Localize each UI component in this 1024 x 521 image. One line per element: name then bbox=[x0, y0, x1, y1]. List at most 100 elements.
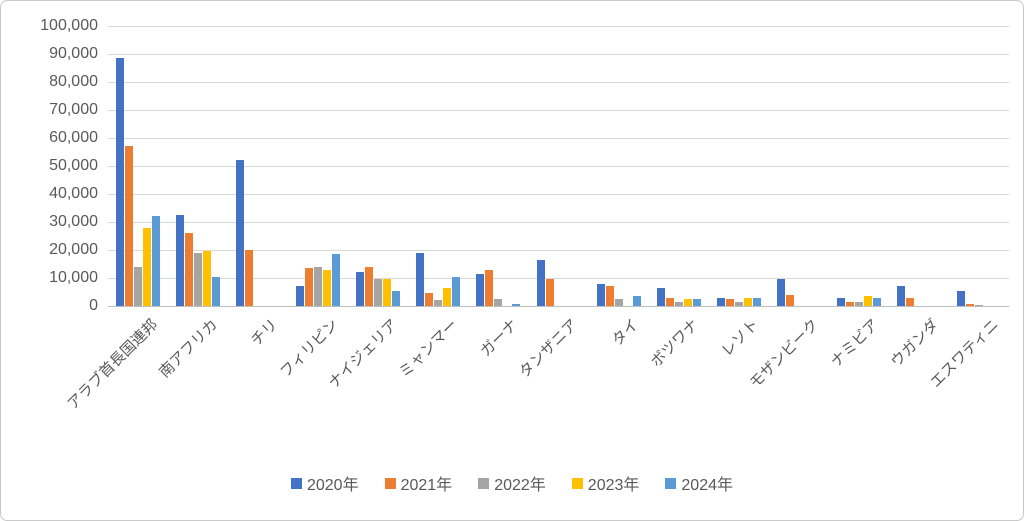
bar-2024年-ボツワナ bbox=[692, 299, 701, 306]
legend-item: 2021年 bbox=[384, 471, 453, 495]
x-category-label: 南アフリカ bbox=[156, 316, 222, 382]
legend: 2020年 2021年 2022年 2023年 2024年 bbox=[1, 471, 1023, 495]
bar-2024年-レソト bbox=[752, 297, 761, 306]
bar-2021年-南アフリカ bbox=[185, 233, 194, 306]
bar-2021年-レソト bbox=[725, 299, 734, 306]
legend-label: 2022年 bbox=[494, 477, 546, 494]
bar-2022年-ナミビア bbox=[854, 301, 863, 306]
bar-2021年-フィリピン bbox=[305, 268, 314, 306]
y-tick-label: 80,000 bbox=[49, 73, 98, 90]
bar-2021年-ガーナ bbox=[485, 269, 494, 306]
x-category-label: ガーナ bbox=[477, 316, 522, 360]
bar-2021年-ボツワナ bbox=[665, 297, 674, 306]
bar-2023年-ミャンマー bbox=[443, 287, 452, 306]
bar-2024年-フィリピン bbox=[332, 254, 341, 306]
bar-2021年-チリ bbox=[245, 250, 254, 306]
y-tick-label: 60,000 bbox=[49, 129, 98, 146]
bar-2021年-タンザニア bbox=[545, 279, 554, 306]
bar-2023年-ナイジェリア bbox=[383, 279, 392, 306]
bar-2020年-モザンビーク bbox=[776, 279, 785, 306]
bar-2024年-アラブ首長国連邦 bbox=[152, 216, 161, 306]
legend-swatch-icon bbox=[571, 477, 583, 489]
x-category-label: アラブ首長国連邦 bbox=[64, 316, 162, 414]
x-category-label: ウガンダ bbox=[887, 316, 943, 371]
bar-2022年-レソト bbox=[734, 301, 743, 306]
bar-2024年-ミャンマー bbox=[452, 276, 461, 306]
y-tick-label: 70,000 bbox=[49, 101, 98, 118]
bar-2022年-ボツワナ bbox=[674, 301, 683, 306]
y-grid-line bbox=[108, 82, 1009, 83]
legend-swatch-icon bbox=[384, 477, 396, 489]
y-grid-line bbox=[108, 250, 1009, 251]
bar-2024年-ナイジェリア bbox=[392, 290, 401, 306]
bar-2023年-アラブ首長国連邦 bbox=[143, 227, 152, 306]
y-tick-label: 90,000 bbox=[49, 45, 98, 62]
legend-swatch-icon bbox=[290, 477, 302, 489]
bar-2021年-ナミビア bbox=[845, 301, 854, 306]
legend-item: 2024年 bbox=[665, 471, 733, 495]
legend-item: 2022年 bbox=[478, 471, 546, 495]
bar-2023年-ナミビア bbox=[863, 296, 872, 306]
y-tick-label: 0 bbox=[89, 297, 98, 314]
x-category-label: タンザニア bbox=[516, 316, 582, 382]
x-category-label: ミャンマー bbox=[396, 316, 462, 382]
x-category-label: チリ bbox=[248, 316, 282, 350]
y-grid-line bbox=[108, 278, 1009, 279]
y-grid-line bbox=[108, 54, 1009, 55]
bar-2020年-レソト bbox=[716, 297, 725, 306]
x-category-label: タイ bbox=[608, 316, 642, 350]
y-tick-label: 10,000 bbox=[49, 269, 98, 286]
legend-item: 2023年 bbox=[571, 471, 640, 495]
bar-2020年-ミャンマー bbox=[416, 252, 425, 306]
legend-label: 2024年 bbox=[681, 477, 734, 494]
bar-2023年-フィリピン bbox=[323, 269, 332, 306]
bar-2021年-モザンビーク bbox=[785, 294, 794, 306]
bar-2020年-フィリピン bbox=[296, 286, 305, 306]
legend-item: 2020年 bbox=[290, 471, 359, 495]
y-grid-line bbox=[108, 222, 1009, 223]
bar-2020年-ガーナ bbox=[476, 273, 485, 306]
bar-2022年-タイ bbox=[614, 299, 623, 306]
bar-2024年-ナミビア bbox=[872, 297, 881, 306]
bar-2020年-エスワティニ bbox=[956, 290, 965, 306]
bar-2021年-エスワティニ bbox=[965, 303, 974, 306]
y-tick-label: 20,000 bbox=[49, 241, 98, 258]
bar-2020年-タイ bbox=[596, 283, 605, 306]
legend-label: 2020年 bbox=[306, 477, 359, 494]
bar-2021年-アラブ首長国連邦 bbox=[125, 146, 134, 306]
bar-2022年-エスワティニ bbox=[974, 304, 983, 306]
bar-2022年-フィリピン bbox=[314, 266, 323, 306]
y-tick-label: 50,000 bbox=[49, 157, 98, 174]
bar-2021年-ウガンダ bbox=[905, 297, 914, 306]
y-tick-label: 30,000 bbox=[49, 213, 98, 230]
bar-2024年-タイ bbox=[632, 296, 641, 306]
y-grid-line bbox=[108, 166, 1009, 167]
bar-2021年-タイ bbox=[605, 286, 614, 306]
bar-2020年-ウガンダ bbox=[896, 286, 905, 306]
bar-2020年-南アフリカ bbox=[176, 215, 185, 306]
bar-2022年-アラブ首長国連邦 bbox=[134, 266, 143, 306]
y-grid-line bbox=[108, 110, 1009, 111]
y-grid-line bbox=[108, 138, 1009, 139]
x-axis-line bbox=[108, 306, 1009, 307]
bar-2020年-ボツワナ bbox=[656, 287, 665, 306]
bar-2023年-ボツワナ bbox=[683, 299, 692, 306]
x-category-label: レソト bbox=[717, 316, 762, 360]
x-category-label: ナミビア bbox=[827, 316, 882, 371]
bar-2020年-ナイジェリア bbox=[356, 272, 365, 306]
x-category-label: ボツワナ bbox=[647, 316, 702, 371]
bar-2020年-アラブ首長国連邦 bbox=[116, 58, 125, 306]
bar-2021年-ミャンマー bbox=[425, 293, 434, 306]
bar-2022年-ミャンマー bbox=[434, 300, 443, 306]
bar-2024年-南アフリカ bbox=[212, 276, 221, 306]
legend-swatch-icon bbox=[478, 477, 490, 489]
bar-2020年-ナミビア bbox=[836, 297, 845, 306]
y-tick-label: 100,000 bbox=[40, 17, 98, 34]
legend-label: 2023年 bbox=[587, 477, 640, 494]
legend-swatch-icon bbox=[665, 477, 677, 489]
bar-2023年-レソト bbox=[743, 297, 752, 306]
legend-label: 2021年 bbox=[400, 477, 453, 494]
bar-2024年-ガーナ bbox=[512, 304, 521, 306]
bar-2022年-ナイジェリア bbox=[374, 279, 383, 306]
